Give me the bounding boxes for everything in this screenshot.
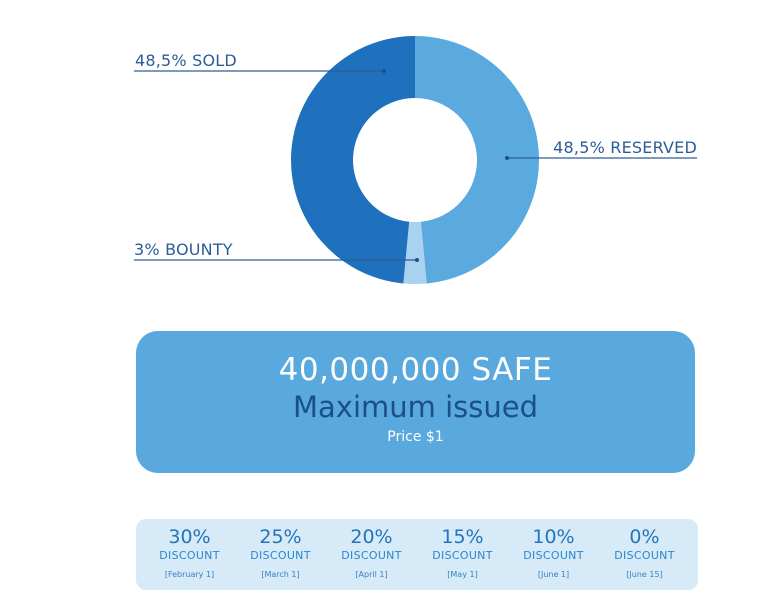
discount-percent: 10% xyxy=(532,526,575,548)
leader-dot-reserved xyxy=(505,156,509,160)
discount-date: [April 1] xyxy=(355,570,388,579)
slice-label-reserved: 48,5% RESERVED xyxy=(553,138,697,157)
discount-date: [June 1] xyxy=(537,570,570,579)
max-issued-label: Maximum issued xyxy=(292,390,538,424)
discount-item: 30% DISCOUNT [February 1] xyxy=(145,526,235,580)
token-amount: 40,000,000 SAFE xyxy=(278,352,553,388)
slice-label-sold: 48,5% SOLD xyxy=(135,51,237,70)
discount-label: DISCOUNT xyxy=(159,549,220,562)
donut-slice-sold xyxy=(291,36,415,284)
donut-slice-reserved xyxy=(415,36,539,284)
leader-dot-bounty xyxy=(415,258,419,262)
donut-slices xyxy=(291,36,539,284)
discount-label: DISCOUNT xyxy=(250,549,311,562)
discount-percent: 15% xyxy=(441,526,484,548)
slice-label-bounty: 3% BOUNTY xyxy=(134,240,233,259)
discount-label: DISCOUNT xyxy=(523,549,584,562)
max-supply-box: 40,000,000 SAFE Maximum issued Price $1 xyxy=(136,331,695,473)
discount-item: 15% DISCOUNT [May 1] xyxy=(418,526,508,580)
leader-dot-sold xyxy=(382,69,386,73)
discount-date: [March 1] xyxy=(261,570,300,579)
discount-date: [June 15] xyxy=(626,570,663,579)
discount-percent: 25% xyxy=(259,526,302,548)
discount-date: [February 1] xyxy=(164,570,215,579)
discount-label: DISCOUNT xyxy=(432,549,493,562)
donut-slice-bounty xyxy=(403,221,427,284)
discount-label: DISCOUNT xyxy=(341,549,402,562)
discount-item: 25% DISCOUNT [March 1] xyxy=(236,526,326,580)
discount-schedule: 30% DISCOUNT [February 1] 25% DISCOUNT [… xyxy=(136,519,698,590)
discount-item: 20% DISCOUNT [April 1] xyxy=(327,526,417,580)
discount-label: DISCOUNT xyxy=(614,549,675,562)
discount-item: 10% DISCOUNT [June 1] xyxy=(509,526,599,580)
discount-percent: 30% xyxy=(168,526,211,548)
discount-percent: 20% xyxy=(350,526,393,548)
token-price: Price $1 xyxy=(387,429,444,445)
token-distribution-donut: 48,5% SOLD 48,5% RESERVED 3% BOUNTY xyxy=(134,36,697,284)
discount-percent: 0% xyxy=(629,526,660,548)
discount-item: 0% DISCOUNT [June 15] xyxy=(600,526,690,580)
discount-date: [May 1] xyxy=(447,570,478,579)
